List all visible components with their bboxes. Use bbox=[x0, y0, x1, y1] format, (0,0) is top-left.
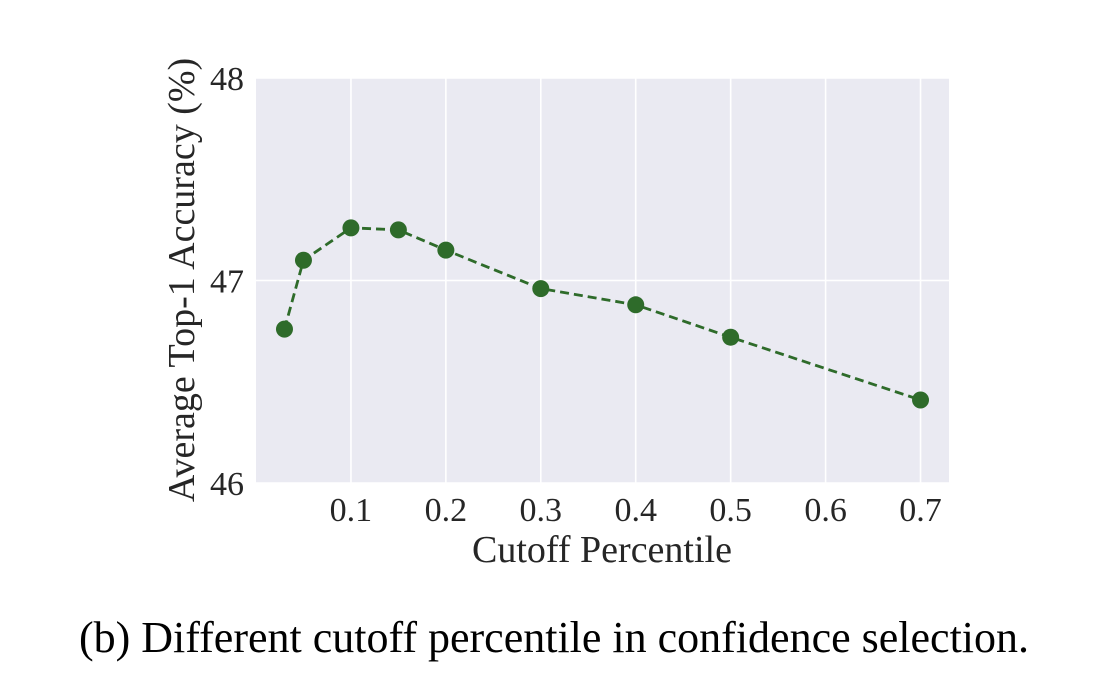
data-point bbox=[532, 280, 550, 298]
x-tick-label: 0.2 bbox=[425, 492, 468, 529]
data-point bbox=[342, 219, 360, 237]
y-tick-label: 47 bbox=[210, 264, 244, 301]
x-tick-label: 0.5 bbox=[709, 492, 752, 529]
x-tick-label: 0.7 bbox=[899, 492, 942, 529]
chart: 0.1 0.2 0.3 0.4 0.5 0.6 0.7 46 47 48 Cutoff Perce… bbox=[161, 58, 949, 571]
data-point bbox=[912, 391, 930, 409]
data-point bbox=[722, 328, 740, 346]
tick-labels: 0.1 0.2 0.3 0.4 0.5 0.6 0.7 46 47 48 bbox=[210, 61, 942, 529]
data-point bbox=[294, 251, 312, 269]
x-tick-label: 0.3 bbox=[520, 492, 563, 529]
y-tick-label: 46 bbox=[210, 466, 244, 503]
data-point bbox=[627, 296, 645, 314]
x-tick-label: 0.1 bbox=[330, 492, 373, 529]
series-layer bbox=[275, 219, 930, 409]
figure-caption: (b) Different cutoff percentile in confi… bbox=[78, 613, 1030, 662]
y-tick-label: 48 bbox=[210, 61, 244, 98]
data-point bbox=[389, 221, 407, 239]
x-tick-label: 0.4 bbox=[614, 492, 657, 529]
data-point bbox=[275, 320, 293, 338]
x-tick-label: 0.6 bbox=[804, 492, 847, 529]
y-axis-label: Average Top-1 Accuracy (%) bbox=[161, 58, 203, 502]
x-axis-label: Cutoff Percentile bbox=[472, 529, 732, 571]
data-point bbox=[437, 241, 455, 259]
